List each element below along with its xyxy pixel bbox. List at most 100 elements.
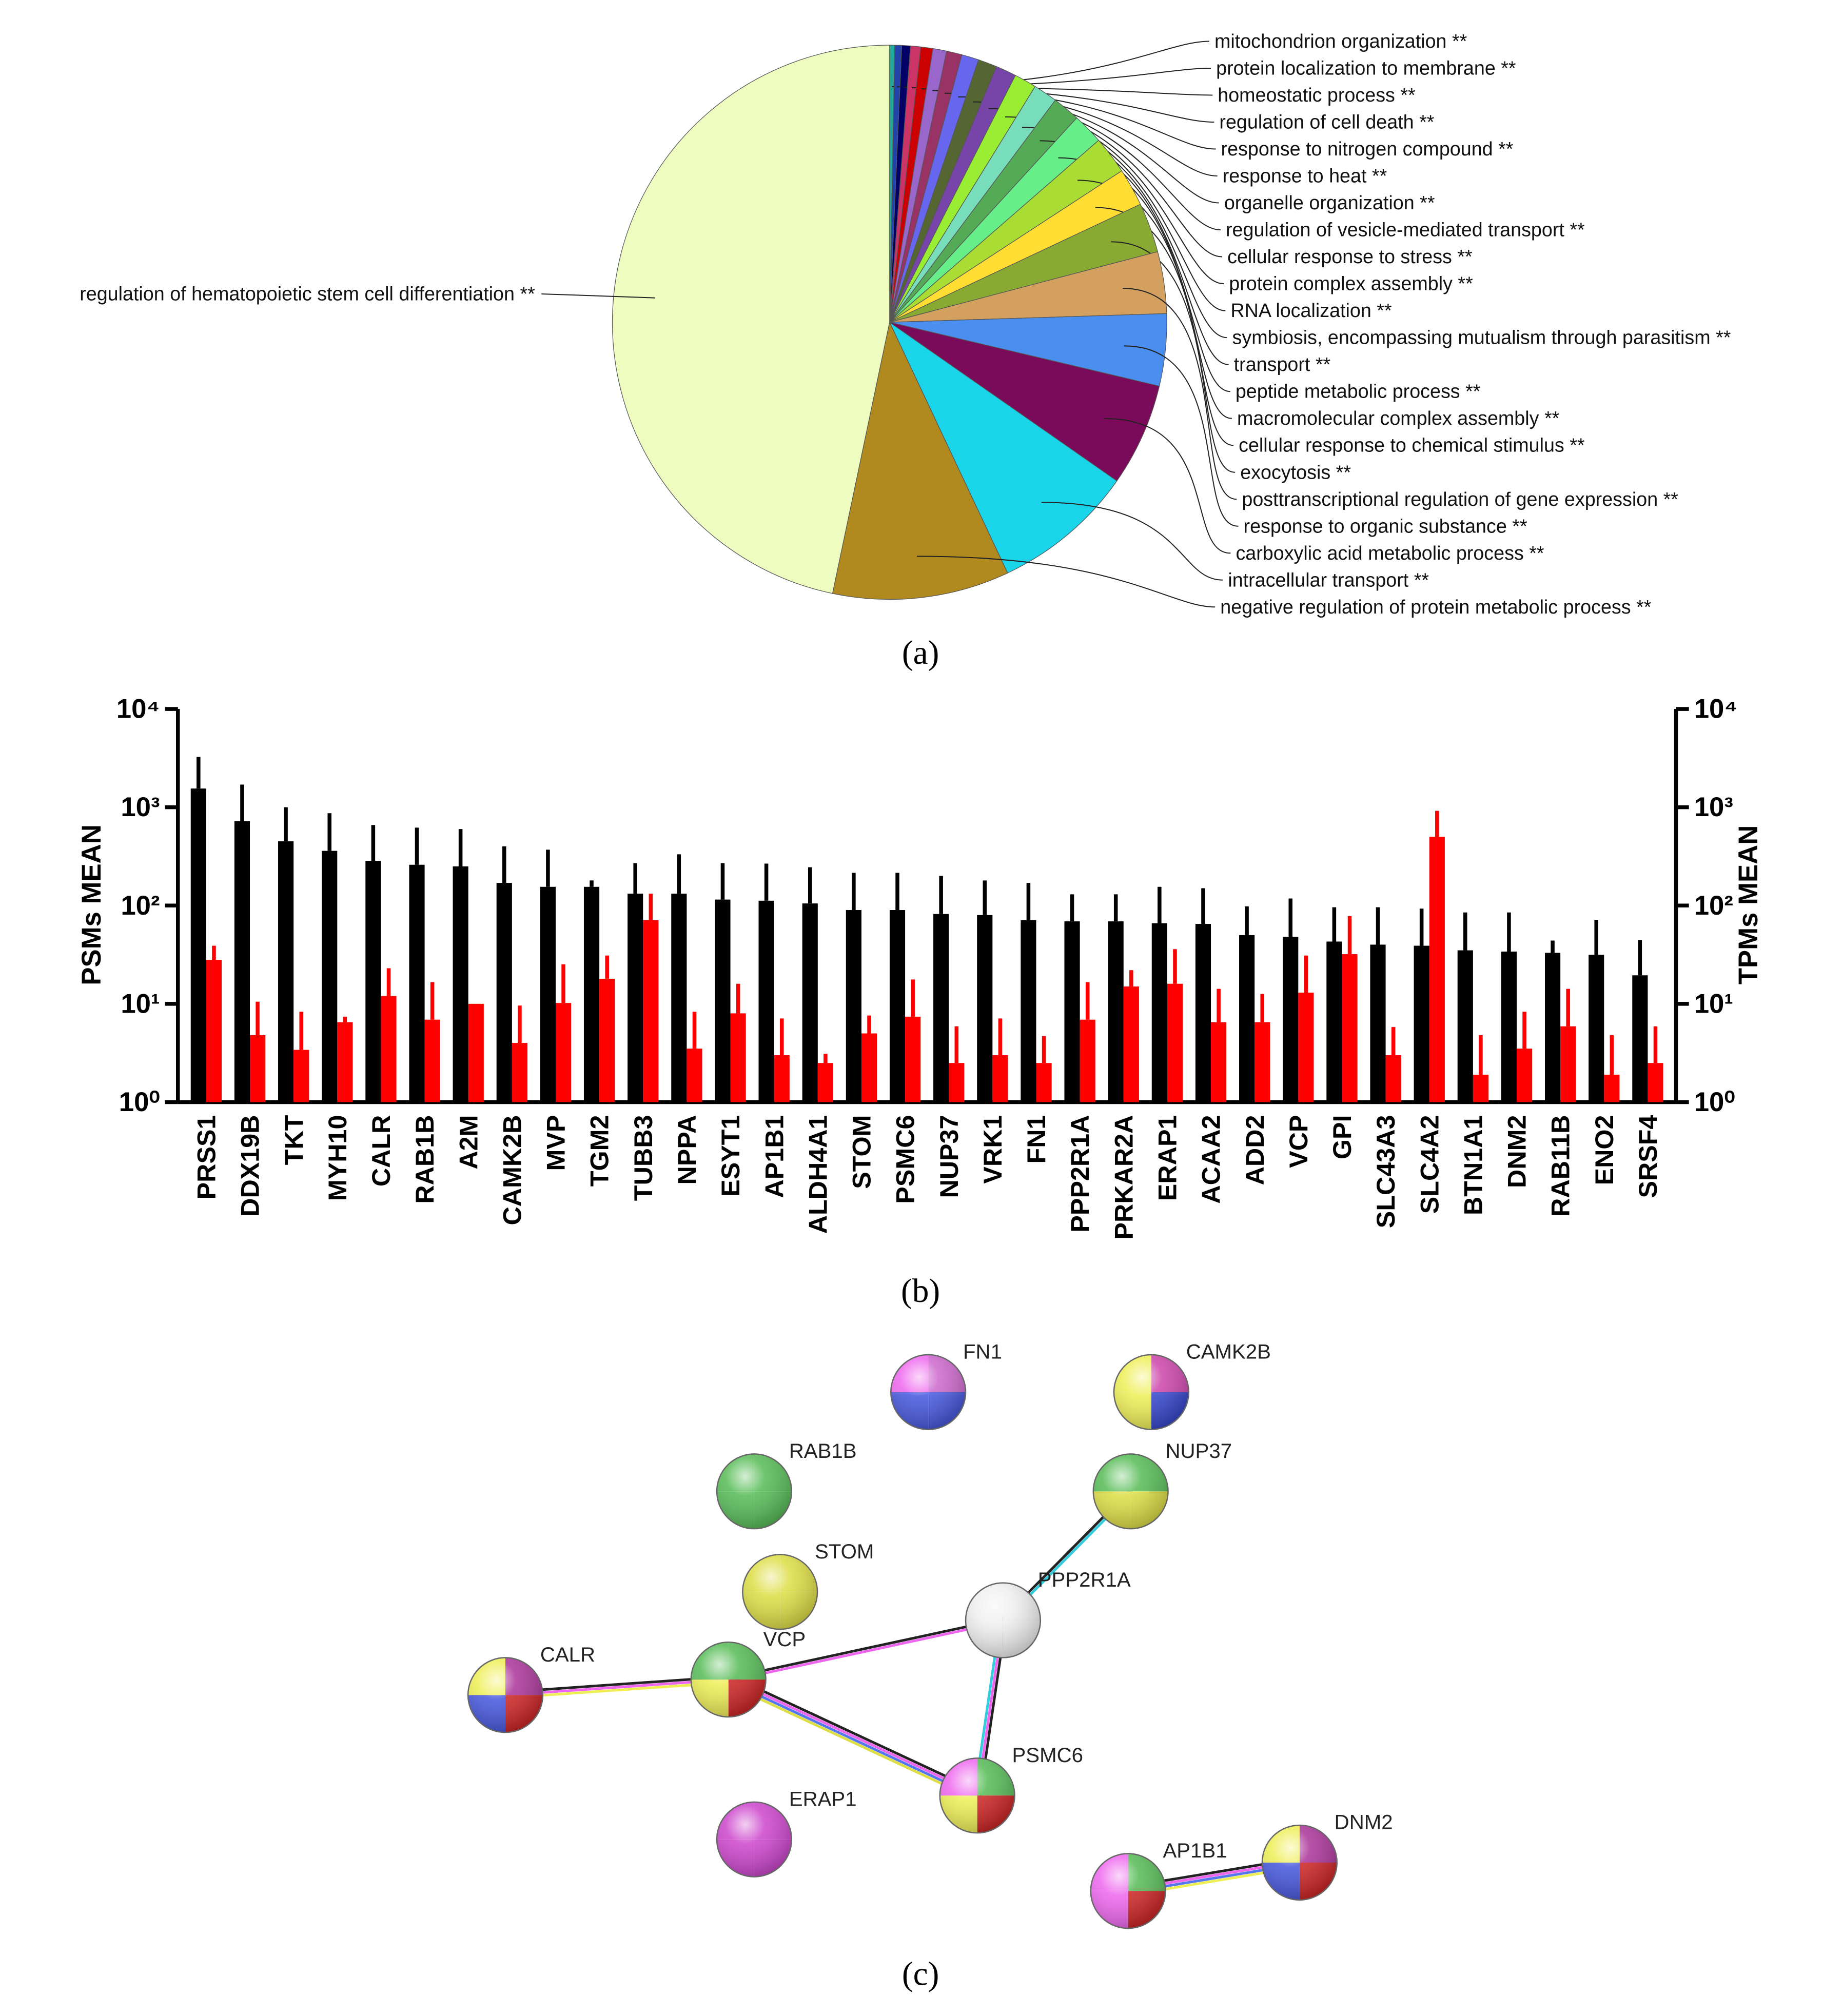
y-tick-label: 10⁴: [116, 694, 160, 724]
edge: [728, 1677, 978, 1796]
bar: [628, 894, 643, 1102]
bar: [1501, 952, 1517, 1102]
bar: [234, 821, 250, 1102]
bar: [1385, 1055, 1401, 1102]
y2-axis-title: TPMs MEAN: [1733, 825, 1763, 985]
node-gloss: [742, 1554, 818, 1630]
bar: [190, 788, 206, 1102]
bar: [1283, 937, 1299, 1102]
x-tick-label: RAB1B: [410, 1115, 439, 1204]
leader-line: [1124, 345, 1239, 527]
x-tick-label: NPPA: [673, 1115, 701, 1185]
node-label: CALR: [540, 1643, 595, 1666]
bar: [687, 1049, 702, 1102]
y-tick-label: 10³: [121, 792, 160, 822]
x-tick-label: ERAP1: [1153, 1115, 1182, 1201]
pie-slice: [612, 45, 890, 594]
edge: [728, 1620, 1004, 1683]
y-tick-label: 10⁰: [119, 1087, 160, 1117]
y2-tick-label: 10⁰: [1694, 1087, 1735, 1117]
panel-label: (c): [902, 1956, 939, 1993]
pie-slice: [889, 322, 1160, 482]
bar: [1195, 924, 1211, 1102]
bar: [1604, 1075, 1620, 1102]
bar: [1108, 921, 1124, 1102]
bar: [278, 841, 294, 1102]
panel-label: (b): [901, 1273, 940, 1310]
x-tick-label: ENO2: [1590, 1115, 1619, 1185]
bar: [1342, 954, 1358, 1102]
bar: [1648, 1063, 1663, 1102]
edge: [728, 1617, 1003, 1679]
x-tick-label: PRSS1: [192, 1115, 221, 1200]
slice-label: protein localization to membrane **: [1216, 57, 1516, 79]
node-gloss: [939, 1757, 1015, 1834]
x-tick-label: VCP: [1284, 1115, 1313, 1168]
bar: [774, 1055, 790, 1102]
node: [1090, 1853, 1166, 1929]
slice-label: regulation of hematopoietic stem cell di…: [80, 283, 535, 305]
node-gloss: [690, 1642, 767, 1718]
x-tick-label: MYH10: [323, 1115, 352, 1201]
y2-tick-label: 10⁴: [1694, 694, 1738, 724]
bar: [758, 900, 774, 1102]
y2-tick-label: 10³: [1694, 792, 1733, 822]
x-tick-label: SLC4A2: [1415, 1115, 1444, 1214]
x-tick-label: PPP2R1A: [1066, 1115, 1094, 1233]
leader-line: [1123, 288, 1237, 500]
slice-label: regulation of cell death **: [1219, 111, 1434, 133]
bar: [496, 883, 512, 1102]
y-axis-title: PSMs MEAN: [76, 824, 107, 985]
slice-label: peptide metabolic process **: [1236, 381, 1481, 402]
edge: [730, 1674, 980, 1793]
slice-label: RNA localization **: [1230, 300, 1392, 321]
node: [1092, 1453, 1169, 1530]
node-label: CAMK2B: [1186, 1340, 1271, 1363]
x-tick-label: TGM2: [585, 1115, 614, 1187]
x-tick-label: MVP: [542, 1115, 571, 1171]
node-label: AP1B1: [1163, 1839, 1227, 1862]
leader-line: [1041, 502, 1223, 581]
leader-line: [917, 556, 1216, 608]
slice-label: response to organic substance **: [1244, 515, 1527, 537]
bar: [381, 996, 397, 1102]
leader-line: [1104, 418, 1231, 554]
x-tick-label: ESYT1: [716, 1115, 745, 1197]
node: [1113, 1354, 1189, 1430]
bar: [1473, 1075, 1489, 1102]
bar: [1298, 993, 1314, 1102]
bar: [992, 1055, 1008, 1102]
y2-tick-label: 10²: [1694, 891, 1733, 921]
node: [1261, 1824, 1338, 1901]
bar: [1080, 1019, 1095, 1102]
slice-label: exocytosis **: [1240, 461, 1351, 483]
bar: [1326, 941, 1342, 1102]
node-gloss: [467, 1657, 544, 1733]
node-gloss: [716, 1801, 793, 1877]
bar: [1021, 920, 1036, 1102]
bar: [1123, 986, 1139, 1102]
bar: [468, 1003, 484, 1102]
node-label: DNM2: [1335, 1811, 1393, 1834]
slice-label: negative regulation of protein metabolic…: [1220, 596, 1651, 618]
x-tick-label: ADD2: [1241, 1115, 1269, 1185]
node-label: ERAP1: [789, 1787, 857, 1810]
bar: [512, 1043, 528, 1102]
x-tick-label: SLC43A3: [1371, 1115, 1400, 1229]
bar: [889, 910, 906, 1102]
leader-line: [541, 293, 656, 299]
bar: [1370, 944, 1386, 1102]
bar: [861, 1033, 877, 1102]
slice-label: protein complex assembly **: [1229, 273, 1473, 294]
bar: [949, 1063, 965, 1102]
x-tick-label: VRK1: [978, 1115, 1007, 1184]
x-tick-label: CALR: [367, 1115, 396, 1187]
bar: [1211, 1022, 1227, 1102]
y2-tick-label: 10¹: [1694, 989, 1733, 1019]
slice-label: posttranscriptional regulation of gene e…: [1242, 488, 1678, 510]
slice-label: mitochondrion organization **: [1214, 30, 1467, 52]
node-gloss: [1261, 1824, 1338, 1901]
slice-label: macromolecular complex assembly **: [1237, 407, 1560, 429]
